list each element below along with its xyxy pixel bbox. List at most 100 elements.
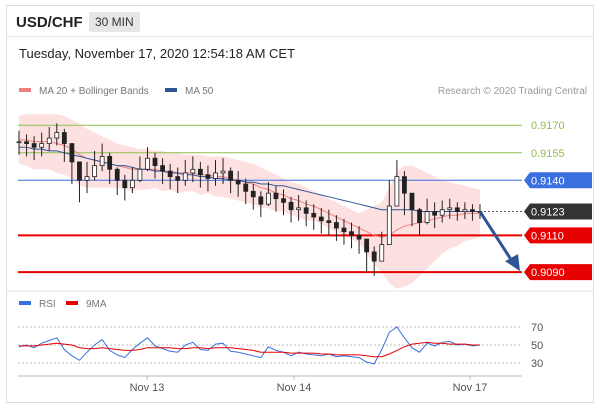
candle xyxy=(182,160,188,186)
candle xyxy=(61,128,67,162)
candle-body xyxy=(54,132,60,139)
level-label-0.9110: 0.9110 xyxy=(531,230,564,242)
candle xyxy=(77,161,82,203)
level-label-0.9090: 0.9090 xyxy=(531,267,565,279)
chart-header: USD/CHF 30 MIN xyxy=(7,6,593,37)
level-label-0.9170: 0.9170 xyxy=(531,120,565,132)
ma50-line xyxy=(19,146,480,212)
candle xyxy=(205,165,211,192)
candle-body xyxy=(39,143,45,148)
candle xyxy=(364,238,370,273)
candle-body xyxy=(326,220,332,223)
candle xyxy=(175,167,181,194)
candle-body xyxy=(409,192,415,211)
candle xyxy=(273,185,279,212)
candle-body xyxy=(402,176,407,194)
candle xyxy=(46,127,52,151)
candle-body xyxy=(152,157,158,167)
candle-body xyxy=(24,141,29,144)
candle xyxy=(137,156,143,183)
candle-body xyxy=(394,176,400,207)
candle-body xyxy=(311,212,317,218)
level-label-0.9123: 0.9123 xyxy=(531,207,565,219)
candle xyxy=(341,218,347,245)
candle-body xyxy=(197,168,203,176)
candle-body xyxy=(243,183,249,192)
candle xyxy=(129,167,135,194)
candle xyxy=(54,123,60,146)
candle xyxy=(39,132,45,157)
candle-body xyxy=(61,132,67,144)
ma9-legend-swatch xyxy=(66,301,78,305)
ma50-legend-label: MA 50 xyxy=(185,86,214,97)
instrument-title: USD/CHF xyxy=(16,14,83,31)
candle-body xyxy=(107,156,113,170)
candle-body xyxy=(454,207,460,212)
candle xyxy=(69,143,75,184)
candle-body xyxy=(182,172,188,181)
candle-body xyxy=(190,168,196,174)
level-tag-0.9090 xyxy=(524,264,592,281)
candle xyxy=(326,209,332,236)
candle xyxy=(371,246,377,276)
chart-widget: USD/CHF 30 MIN Tuesday, November 17, 202… xyxy=(6,5,594,403)
candle-body xyxy=(296,207,302,211)
candle-body xyxy=(318,216,324,222)
candle xyxy=(349,222,354,249)
candle-body xyxy=(341,227,347,233)
candle xyxy=(402,171,407,216)
candle-body xyxy=(432,211,438,216)
candle xyxy=(197,161,203,188)
candle xyxy=(447,198,453,219)
timestamp: Tuesday, November 17, 2020 12:54:18 AM C… xyxy=(19,46,296,61)
candle xyxy=(417,207,422,236)
candle-body xyxy=(99,156,105,167)
candle-body xyxy=(462,209,468,212)
candle xyxy=(265,182,271,207)
candle-body xyxy=(265,192,271,205)
candle xyxy=(454,202,460,221)
candle-body xyxy=(145,157,150,170)
level-label-0.9155: 0.9155 xyxy=(531,148,565,160)
candle xyxy=(281,189,286,216)
research-credit: Research © 2020 Trading Central xyxy=(438,86,587,97)
candle xyxy=(432,202,438,229)
candle-body xyxy=(213,172,218,179)
candle-body xyxy=(258,196,264,205)
candle xyxy=(311,204,317,230)
candle-body xyxy=(77,161,82,181)
candle xyxy=(439,200,445,223)
candle xyxy=(258,191,264,218)
rsi-legend-label: RSI xyxy=(39,299,56,310)
candle-body xyxy=(447,207,453,211)
candle-body xyxy=(250,190,256,198)
ma20-legend-label: MA 20 + Bollinger Bands xyxy=(39,86,149,97)
rsi-tick-70: 70 xyxy=(531,322,543,334)
candle-body xyxy=(439,209,445,216)
candle-body xyxy=(349,231,354,236)
candle xyxy=(213,160,218,186)
rsi-line xyxy=(18,326,481,365)
candle xyxy=(84,161,90,194)
candle-body xyxy=(371,251,377,262)
candle xyxy=(462,202,468,219)
candle xyxy=(243,178,249,205)
candle xyxy=(167,163,173,190)
forecast-arrow-head xyxy=(505,254,520,272)
candle xyxy=(379,231,385,262)
candle-body xyxy=(92,165,97,178)
candle-body xyxy=(281,198,286,203)
candle xyxy=(409,192,415,227)
candle xyxy=(228,167,234,194)
x-tick-label: Nov 13 xyxy=(130,382,165,394)
candle xyxy=(288,196,294,223)
candle-body xyxy=(356,235,362,240)
candle xyxy=(220,158,226,184)
level-tag-0.9123 xyxy=(524,203,592,220)
candle xyxy=(99,143,105,172)
ma50-legend-swatch xyxy=(165,88,177,92)
forecast-arrow-shaft xyxy=(478,210,516,265)
candle xyxy=(122,174,128,201)
timeframe-badge[interactable]: 30 MIN xyxy=(89,12,140,32)
candle xyxy=(31,136,37,161)
